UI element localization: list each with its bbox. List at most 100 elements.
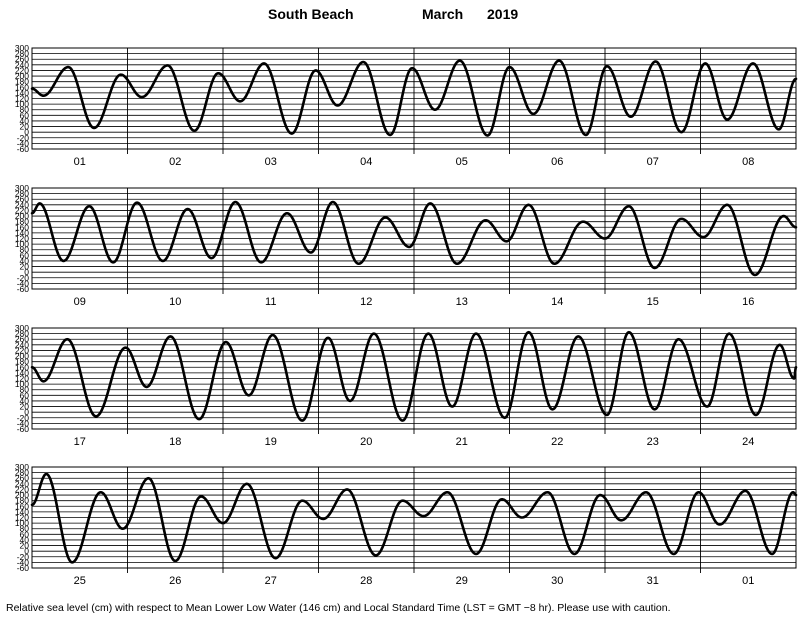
y-tick-label: 280 bbox=[15, 329, 29, 339]
y-tick-label: 160 bbox=[15, 222, 29, 232]
y-tick-label: 280 bbox=[15, 49, 29, 59]
y-tick-label: -60 bbox=[17, 284, 30, 294]
tide-panel: 3002802602402202001801601401201008060402… bbox=[15, 323, 798, 448]
y-tick-label: 160 bbox=[15, 82, 29, 92]
y-tick-label: 160 bbox=[15, 362, 29, 372]
day-label: 03 bbox=[265, 156, 277, 168]
y-tick-label: 80 bbox=[20, 105, 30, 115]
y-tick-label: 0 bbox=[24, 546, 29, 556]
y-tick-label: 160 bbox=[15, 501, 29, 511]
day-label: 26 bbox=[169, 575, 181, 587]
tide-curve bbox=[30, 200, 798, 277]
y-tick-label: 220 bbox=[15, 484, 29, 494]
y-tick-label: 300 bbox=[15, 43, 29, 53]
y-tick-label: 0 bbox=[24, 267, 29, 277]
y-tick-label: 240 bbox=[15, 60, 29, 70]
y-tick-label: 260 bbox=[15, 54, 29, 64]
day-label: 30 bbox=[551, 575, 563, 587]
y-tick-label: 20 bbox=[20, 262, 30, 272]
day-label: 18 bbox=[169, 436, 181, 448]
tide-curve bbox=[30, 472, 798, 564]
y-tick-label: 200 bbox=[15, 211, 29, 221]
y-tick-label: 180 bbox=[15, 496, 29, 506]
day-label: 01 bbox=[74, 156, 86, 168]
day-label: 19 bbox=[265, 436, 277, 448]
day-label: 10 bbox=[169, 296, 181, 308]
day-label: 14 bbox=[551, 296, 563, 308]
y-tick-label: 200 bbox=[15, 351, 29, 361]
panel-frame bbox=[31, 327, 797, 430]
day-label: 31 bbox=[647, 575, 659, 587]
y-tick-label: 180 bbox=[15, 357, 29, 367]
day-label: 12 bbox=[360, 296, 372, 308]
y-tick-label: 80 bbox=[20, 245, 30, 255]
y-tick-label: -60 bbox=[17, 424, 30, 434]
chart-title-location: South Beach bbox=[268, 6, 354, 22]
day-label: 16 bbox=[742, 296, 754, 308]
y-tick-label: 260 bbox=[15, 334, 29, 344]
y-tick-label: 120 bbox=[15, 513, 29, 523]
day-label: 17 bbox=[74, 436, 86, 448]
day-label: 20 bbox=[360, 436, 372, 448]
y-tick-label: 240 bbox=[15, 200, 29, 210]
y-tick-label: 100 bbox=[15, 379, 29, 389]
day-label: 02 bbox=[169, 156, 181, 168]
y-tick-label: 140 bbox=[15, 368, 29, 378]
y-tick-label: 240 bbox=[15, 479, 29, 489]
tide-curve bbox=[30, 330, 798, 422]
day-label: 05 bbox=[456, 156, 468, 168]
y-tick-label: 20 bbox=[20, 402, 30, 412]
day-label: 24 bbox=[742, 436, 754, 448]
y-tick-label: -40 bbox=[17, 278, 30, 288]
y-tick-label: 20 bbox=[20, 122, 30, 132]
day-label: 27 bbox=[265, 575, 277, 587]
y-tick-label: 220 bbox=[15, 205, 29, 215]
y-tick-label: -20 bbox=[17, 552, 30, 562]
chart-title-year: 2019 bbox=[487, 6, 519, 22]
y-tick-label: 200 bbox=[15, 71, 29, 81]
y-tick-label: 60 bbox=[20, 529, 30, 539]
panel-frame bbox=[31, 47, 797, 150]
footnote: Relative sea level (cm) with respect to … bbox=[6, 602, 671, 614]
y-tick-label: 40 bbox=[20, 396, 30, 406]
y-tick-label: -20 bbox=[17, 273, 30, 283]
y-tick-label: 300 bbox=[15, 183, 29, 193]
y-tick-label: 140 bbox=[15, 88, 29, 98]
day-label: 21 bbox=[456, 436, 468, 448]
y-tick-label: 0 bbox=[24, 127, 29, 137]
panel-frame bbox=[31, 466, 797, 569]
y-tick-label: 140 bbox=[15, 228, 29, 238]
day-label: 11 bbox=[265, 296, 276, 308]
y-tick-label: 100 bbox=[15, 518, 29, 528]
tide-panel: 3002802602402202001801601401201008060402… bbox=[15, 43, 798, 168]
y-tick-label: 80 bbox=[20, 385, 30, 395]
y-tick-label: 180 bbox=[15, 217, 29, 227]
day-label: 07 bbox=[647, 156, 659, 168]
day-label: 15 bbox=[647, 296, 659, 308]
day-label: 25 bbox=[74, 575, 86, 587]
y-tick-label: -60 bbox=[17, 144, 30, 154]
day-label: 01 bbox=[742, 575, 754, 587]
y-tick-label: 280 bbox=[15, 468, 29, 478]
y-tick-label: 0 bbox=[24, 407, 29, 417]
y-tick-label: 200 bbox=[15, 490, 29, 500]
y-tick-label: 300 bbox=[15, 323, 29, 333]
y-tick-label: -40 bbox=[17, 557, 30, 567]
day-label: 09 bbox=[74, 296, 86, 308]
day-label: 13 bbox=[456, 296, 468, 308]
y-tick-label: 100 bbox=[15, 239, 29, 249]
y-tick-label: 120 bbox=[15, 374, 29, 384]
tide-panel: 3002802602402202001801601401201008060402… bbox=[15, 462, 798, 587]
y-tick-label: 40 bbox=[20, 116, 30, 126]
y-tick-label: 240 bbox=[15, 340, 29, 350]
panel-frame bbox=[31, 187, 797, 290]
y-tick-label: -20 bbox=[17, 133, 30, 143]
day-label: 04 bbox=[360, 156, 372, 168]
y-tick-label: 300 bbox=[15, 462, 29, 472]
y-tick-label: -60 bbox=[17, 563, 30, 573]
y-tick-label: -20 bbox=[17, 413, 30, 423]
y-tick-label: -40 bbox=[17, 138, 30, 148]
y-tick-label: 120 bbox=[15, 94, 29, 104]
tide-curve bbox=[30, 59, 798, 137]
y-tick-label: 80 bbox=[20, 524, 30, 534]
